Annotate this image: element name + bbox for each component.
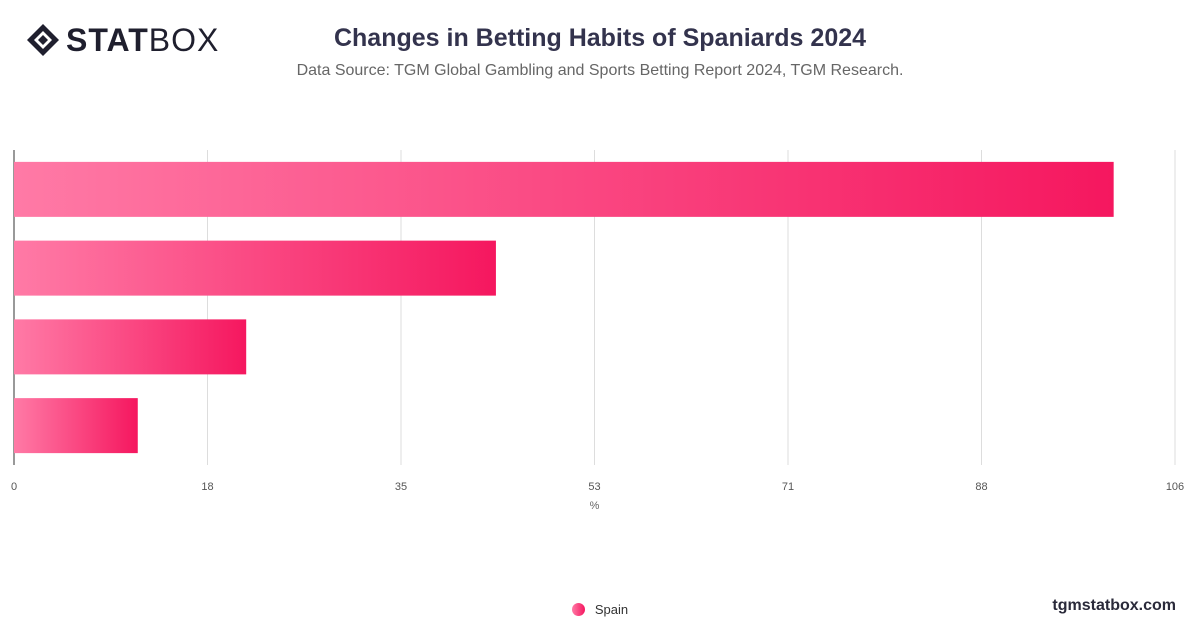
watermark: tgmstatbox.com xyxy=(1052,597,1176,614)
x-axis-title: % xyxy=(590,500,600,512)
bars xyxy=(14,161,1114,454)
x-tick-label: 71 xyxy=(782,481,794,493)
chart-title: Changes in Betting Habits of Spaniards 2… xyxy=(333,24,867,52)
x-tick-label: 0 xyxy=(11,481,17,493)
brand-light-text: BOX xyxy=(148,22,220,58)
chart-subtitle: Data Source: TGM Global Gambling and Spo… xyxy=(296,62,904,79)
x-axis: 0 18 35 53 71 88 106% xyxy=(11,481,1184,512)
bar-1[interactable] xyxy=(14,161,1114,217)
brand-bold-text: STAT xyxy=(66,22,149,58)
legend[interactable]: Spain xyxy=(0,602,1200,617)
x-tick-label: 106 xyxy=(1166,481,1184,493)
legend-swatch-spain xyxy=(571,603,585,616)
bar-chart: 0 18 35 53 71 88 106% xyxy=(11,150,1184,512)
statbox-logo: STATBOX xyxy=(26,22,219,58)
statbox-wordmark: STATBOX xyxy=(66,22,219,58)
x-tick-label: 88 xyxy=(975,481,987,493)
x-tick-label: 35 xyxy=(395,481,407,493)
bar-2[interactable] xyxy=(14,240,496,296)
bar-3[interactable] xyxy=(14,319,247,375)
x-tick-label: 53 xyxy=(588,481,600,493)
x-tick-label: 18 xyxy=(201,481,213,493)
bar-4[interactable] xyxy=(14,398,138,454)
legend-label-spain: Spain xyxy=(594,602,629,617)
statbox-diamond-icon xyxy=(27,24,59,56)
